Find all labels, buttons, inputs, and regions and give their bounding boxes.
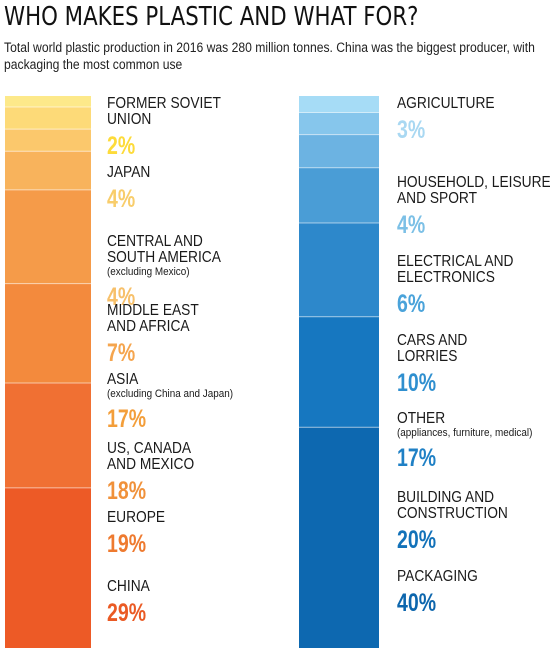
producer-category-note: (excluding Mexico) xyxy=(107,266,190,278)
producer-category-label: EUROPE xyxy=(107,509,166,526)
use-category-label: ELECTRICAL AND xyxy=(397,252,514,270)
producer-segment-7 xyxy=(5,383,91,488)
use-segment-2 xyxy=(299,112,379,135)
use-segment-7 xyxy=(299,427,379,648)
producer-category-label: UNION xyxy=(107,111,152,128)
chart-subtitle: Total world plastic production in 2016 w… xyxy=(4,40,535,72)
use-category-label: PACKAGING xyxy=(397,568,478,586)
use-value-label: 10% xyxy=(397,368,437,397)
use-value-label: 3% xyxy=(397,116,426,144)
producer-value-label: 29% xyxy=(107,599,147,627)
producer-category-label: ASIA xyxy=(107,371,139,388)
producer-category-label: US, CANADA xyxy=(107,440,192,457)
use-segment-3 xyxy=(299,134,379,168)
chart-title: WHO MAKES PLASTIC AND WHAT FOR? xyxy=(4,2,419,32)
use-segment-5 xyxy=(299,222,379,317)
use-segment-6 xyxy=(299,316,379,428)
producer-segment-2 xyxy=(5,107,91,130)
producer-value-label: 7% xyxy=(107,339,136,367)
use-segment-4 xyxy=(299,167,379,223)
use-category-label: ELECTRONICS xyxy=(397,268,495,286)
use-value-label: 17% xyxy=(397,444,437,473)
producer-value-label: 19% xyxy=(107,530,147,558)
use-value-label: 40% xyxy=(397,589,437,618)
producer-category-label: AND MEXICO xyxy=(107,456,195,473)
use-bar xyxy=(299,96,379,648)
use-value-label: 4% xyxy=(397,210,426,239)
producer-category-note: (excluding China and Japan) xyxy=(107,388,234,400)
use-value-label: 6% xyxy=(397,289,426,318)
producer-bar xyxy=(5,96,91,648)
use-category-label: CONSTRUCTION xyxy=(397,505,508,523)
use-category-label: OTHER xyxy=(397,410,446,428)
producer-segment-3 xyxy=(5,129,91,152)
producer-category-label: MIDDLE EAST xyxy=(107,302,199,319)
use-category-label: HOUSEHOLD, LEISURE xyxy=(397,173,550,191)
producer-category-label: CENTRAL AND xyxy=(107,233,203,250)
producer-category-label: SOUTH AMERICA xyxy=(107,249,221,266)
producer-category-label: CHINA xyxy=(107,578,150,595)
producer-segment-4 xyxy=(5,151,91,190)
use-category-label: LORRIES xyxy=(397,347,458,365)
producer-category-label: AND AFRICA xyxy=(107,318,190,335)
use-category-label: BUILDING AND xyxy=(397,489,495,507)
producer-value-label: 2% xyxy=(107,132,136,160)
producer-segment-1 xyxy=(5,96,91,108)
producer-category-label: JAPAN xyxy=(107,164,151,181)
producer-segment-6 xyxy=(5,283,91,384)
producer-value-label: 18% xyxy=(107,477,147,505)
producer-value-label: 17% xyxy=(107,405,147,433)
use-category-label: AGRICULTURE xyxy=(397,95,495,112)
producer-value-label: 4% xyxy=(107,185,136,213)
use-value-label: 20% xyxy=(397,526,437,555)
producer-category-label: FORMER SOVIET xyxy=(107,95,221,112)
producer-segment-5 xyxy=(5,189,91,284)
producer-value-label: 4% xyxy=(107,283,136,311)
use-segment-1 xyxy=(299,96,379,113)
use-category-label: AND SPORT xyxy=(397,189,478,207)
use-category-label: CARS AND xyxy=(397,331,468,349)
producer-segment-8 xyxy=(5,487,91,648)
use-category-note: (appliances, furniture, medical) xyxy=(397,427,533,440)
